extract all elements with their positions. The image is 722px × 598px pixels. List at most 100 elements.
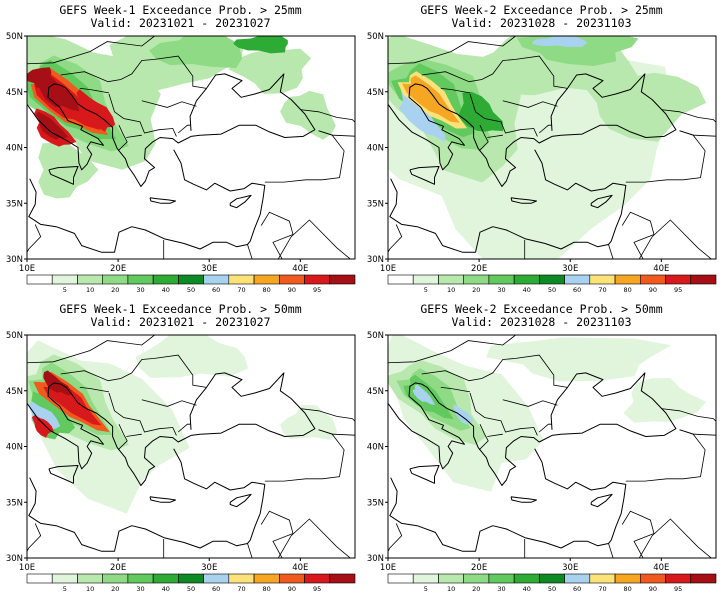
coastline-2 (389, 448, 627, 552)
lon-label: 20E (471, 563, 487, 573)
colorbar-swatch (203, 573, 230, 584)
border-12 (247, 244, 253, 259)
map-panel-week1-50mm: GEFS Week-1 Exceedance Prob. > 50mm Vali… (0, 299, 361, 598)
border-6 (487, 134, 503, 138)
panel-valid-dates: Valid: 20231028 - 20231103 (451, 16, 632, 30)
colorbar-label: 30 (136, 286, 144, 294)
border-5 (478, 125, 489, 152)
border-12 (247, 543, 253, 558)
colorbar-label: 5 (424, 286, 428, 294)
border-3 (108, 93, 177, 137)
colorbar-swatch (513, 573, 540, 584)
probability-contour-11 (532, 36, 588, 47)
colorbar-swatch (463, 274, 490, 285)
border-6 (126, 134, 142, 138)
border-13 (27, 224, 42, 254)
colorbar-swatch (665, 274, 692, 285)
border-2 (502, 399, 558, 407)
coastline-1 (60, 84, 201, 187)
country-borders (388, 335, 716, 558)
colorbar-swatch (152, 573, 179, 584)
colorbar: 5 10 20 30 40 50 60 70 80 90 95 (26, 274, 356, 294)
lon-label: 40E (653, 563, 669, 573)
colorbar-label: 60 (573, 585, 581, 593)
lat-label: 45N (367, 387, 384, 397)
colorbar-swatch (178, 274, 204, 285)
border-7 (177, 124, 191, 134)
coastline-0 (388, 382, 465, 470)
colorbar-swatch (228, 573, 255, 584)
colorbar-swatch (463, 573, 490, 584)
colorbar-label: 70 (237, 585, 245, 593)
border-9 (260, 211, 294, 259)
lat-label: 40N (6, 144, 23, 154)
probability-shading (388, 335, 707, 492)
colorbar-swatch (639, 573, 666, 584)
panel-title: GEFS Week-1 Exceedance Prob. > 25mm (59, 3, 302, 17)
colorbar-label: 20 (111, 286, 119, 294)
colorbar-label: 95 (313, 286, 321, 294)
lat-label: 30N (6, 255, 23, 265)
probability-contour-8 (399, 89, 446, 142)
border-1 (60, 55, 207, 89)
coastlines (375, 73, 677, 259)
lat-label: 35N (6, 498, 23, 508)
coastline-2 (28, 149, 266, 253)
border-7 (177, 423, 191, 433)
colorbar-swatch (51, 573, 78, 584)
lon-label: 20E (110, 264, 126, 274)
colorbar-label: 10 (447, 585, 455, 593)
colorbar-swatch (329, 274, 356, 285)
border-13 (27, 523, 42, 553)
colorbar-label: 10 (447, 286, 455, 294)
probability-contour-7 (453, 404, 474, 425)
colorbar-label: 50 (187, 585, 195, 593)
colorbar-swatch (329, 573, 356, 584)
colorbar-swatch (589, 573, 616, 584)
border-8 (264, 130, 345, 183)
colorbar-label: 90 (288, 286, 296, 294)
border-9 (621, 211, 655, 259)
colorbar-label: 20 (472, 585, 480, 593)
colorbar-label: 40 (162, 585, 170, 593)
colorbar-swatch (253, 573, 280, 584)
colorbar-label: 80 (624, 286, 632, 294)
colorbar-label: 95 (674, 286, 682, 294)
colorbar-label: 90 (649, 286, 657, 294)
colorbar-swatch (438, 573, 465, 584)
colorbar-swatch (102, 274, 129, 285)
lat-label: 50N (367, 331, 384, 341)
colorbar-swatch (438, 274, 465, 285)
panel-title: GEFS Week-2 Exceedance Prob. > 25mm (420, 3, 663, 17)
colorbar-label: 95 (313, 585, 321, 593)
panel-title: GEFS Week-2 Exceedance Prob. > 50mm (420, 302, 663, 316)
country-borders (388, 36, 716, 259)
colorbar-label: 70 (237, 286, 245, 294)
border-10 (638, 219, 712, 259)
map-panel-week2-25mm: GEFS Week-2 Exceedance Prob. > 25mm Vali… (361, 0, 722, 299)
coastlines (388, 372, 677, 558)
border-14 (318, 130, 355, 137)
colorbar-swatch (412, 573, 439, 584)
coastlines (27, 73, 316, 259)
border-12 (608, 244, 614, 259)
lat-label: 40N (6, 443, 23, 453)
panel-valid-dates: Valid: 20231028 - 20231103 (451, 315, 632, 329)
lat-label: 30N (367, 255, 384, 265)
border-2 (141, 399, 197, 407)
lat-label: 40N (367, 144, 384, 154)
colorbar-label: 60 (573, 286, 581, 294)
colorbar-swatch (77, 274, 104, 285)
colorbar-swatch (488, 274, 515, 285)
lat-label: 45N (6, 88, 23, 98)
lon-label: 10E (19, 264, 35, 274)
lat-label: 50N (367, 32, 384, 42)
colorbar-swatch (278, 573, 305, 584)
border-8 (264, 429, 345, 482)
coastline-6 (375, 114, 383, 132)
coastline-4 (48, 166, 79, 185)
lat-label: 35N (6, 199, 23, 209)
probability-contour-2 (623, 378, 707, 423)
